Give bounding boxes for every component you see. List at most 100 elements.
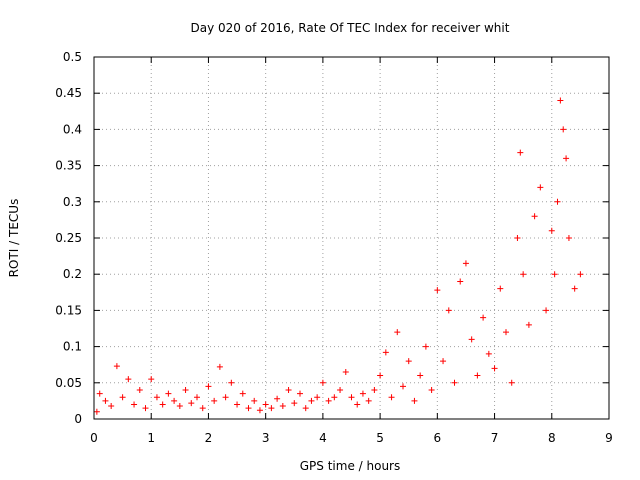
data-point — [302, 405, 309, 412]
data-point — [205, 383, 212, 390]
data-point — [325, 397, 332, 404]
data-point — [234, 401, 241, 408]
data-point — [577, 271, 584, 278]
data-point — [314, 394, 321, 401]
y-tick-label: 0.45 — [55, 86, 82, 100]
data-point — [159, 401, 166, 408]
y-tick-label: 0.4 — [63, 122, 82, 136]
data-point — [440, 358, 447, 365]
data-point — [194, 394, 200, 401]
y-tick-label: 0.1 — [63, 340, 82, 354]
data-point — [319, 379, 326, 386]
data-point — [274, 395, 281, 402]
chart-title: Day 020 of 2016, Rate Of TEC Index for r… — [191, 21, 510, 35]
data-point — [131, 401, 138, 408]
data-point — [291, 400, 298, 407]
plot-border — [93, 56, 610, 420]
x-tick-label: 3 — [262, 431, 270, 445]
data-point — [503, 329, 509, 336]
data-point — [531, 213, 538, 220]
y-tick-label: 0.5 — [63, 50, 82, 64]
y-tick-label: 0.15 — [55, 303, 82, 317]
y-tick-label: 0.35 — [55, 159, 82, 173]
data-point — [554, 198, 561, 205]
data-point — [497, 285, 504, 292]
y-tick-label: 0.3 — [63, 195, 82, 209]
data-point — [480, 314, 487, 321]
data-point — [548, 227, 555, 234]
gridlines — [94, 57, 609, 419]
data-point — [565, 235, 572, 241]
data-point — [551, 271, 558, 278]
data-point — [537, 184, 544, 191]
data-point — [348, 394, 355, 401]
data-point — [108, 402, 115, 409]
data-point — [188, 400, 195, 407]
data-point — [560, 126, 567, 133]
data-point — [394, 329, 401, 336]
data-point — [93, 408, 100, 415]
x-tick-label: 7 — [491, 431, 499, 445]
data-point — [165, 390, 172, 397]
y-tick-label: 0.05 — [55, 376, 82, 390]
data-point — [491, 365, 498, 372]
data-point — [508, 379, 515, 386]
data-point — [468, 336, 475, 343]
data-point — [171, 397, 178, 404]
data-point — [256, 407, 263, 414]
data-point — [153, 394, 160, 401]
data-point — [285, 387, 292, 394]
data-point — [182, 387, 189, 394]
data-point — [239, 390, 246, 397]
data-point — [125, 376, 132, 383]
data-point — [365, 397, 372, 404]
y-tick-label: 0 — [74, 412, 82, 426]
data-point — [382, 349, 389, 356]
x-tick-label: 4 — [319, 431, 327, 445]
data-point — [222, 394, 229, 401]
data-point — [417, 372, 424, 379]
data-point — [462, 260, 469, 267]
data-point — [251, 397, 258, 404]
data-point — [211, 397, 218, 404]
data-point — [119, 394, 126, 401]
data-point — [337, 387, 344, 394]
data-point — [176, 402, 183, 409]
data-point — [297, 390, 303, 397]
data-point — [457, 278, 464, 285]
data-point — [96, 390, 103, 397]
data-point — [485, 350, 492, 357]
x-axis-label: GPS time / hours — [300, 459, 401, 473]
x-tick-label: 9 — [605, 431, 613, 445]
data-point — [520, 271, 527, 278]
data-point — [543, 307, 550, 314]
x-axis-tick-labels: 0 1 2 3 4 5 6 7 8 9 — [90, 431, 613, 445]
data-point — [279, 402, 286, 409]
data-point — [199, 405, 206, 412]
data-point — [113, 363, 120, 370]
data-point — [434, 287, 441, 294]
data-point — [563, 155, 570, 162]
data-point — [342, 368, 349, 375]
data-point — [262, 401, 269, 408]
x-tick-label: 6 — [434, 431, 442, 445]
data-point — [216, 363, 223, 370]
data-point — [400, 383, 406, 390]
x-tick-label: 0 — [90, 431, 98, 445]
data-point — [445, 307, 452, 314]
data-point — [514, 235, 521, 241]
data-point — [371, 387, 378, 394]
data-point — [517, 149, 524, 156]
data-point — [136, 387, 143, 394]
data-point — [102, 397, 109, 404]
y-tick-label: 0.2 — [63, 267, 82, 281]
data-point — [525, 321, 532, 328]
y-tick-label: 0.25 — [55, 231, 82, 245]
data-point — [428, 387, 435, 394]
data-point — [331, 394, 338, 401]
data-point — [359, 390, 366, 397]
data-points — [93, 97, 584, 415]
x-tick-label: 1 — [147, 431, 155, 445]
data-point — [354, 401, 361, 408]
data-point — [388, 394, 395, 401]
